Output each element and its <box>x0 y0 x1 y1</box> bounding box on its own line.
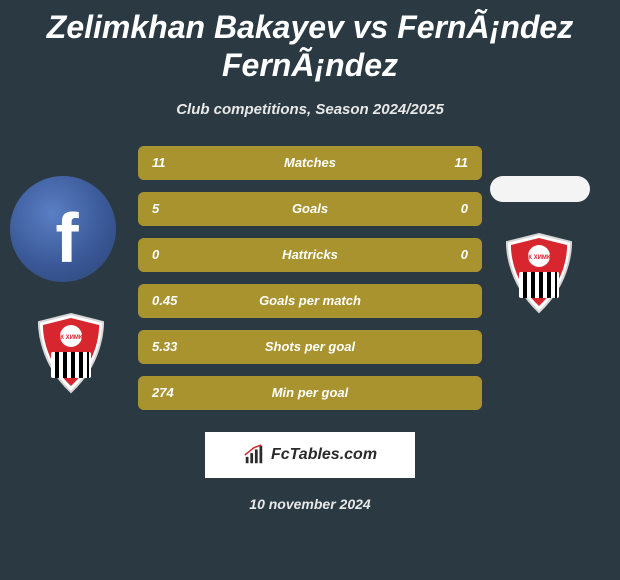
club-badge-left: ФК ХИМКИ <box>28 310 114 396</box>
stat-row: 5 Goals 0 <box>138 192 482 226</box>
player-left-avatar: f <box>10 176 116 282</box>
stat-left-value: 5.33 <box>152 339 177 354</box>
club-badge-right: ФК ХИМКИ <box>496 230 582 316</box>
player-right-pill <box>490 176 590 202</box>
svg-text:ФК ХИМКИ: ФК ХИМКИ <box>523 255 555 261</box>
page-title: Zelimkhan Bakayev vs FernÃ¡ndez FernÃ¡nd… <box>0 0 620 89</box>
shield-icon: ФК ХИМКИ <box>33 312 109 394</box>
stat-row: 5.33 Shots per goal <box>138 330 482 364</box>
stat-label: Hattricks <box>282 247 338 262</box>
stat-row: 274 Min per goal <box>138 376 482 410</box>
stat-label: Goals per match <box>259 293 361 308</box>
stat-row: 0.45 Goals per match <box>138 284 482 318</box>
facebook-icon: f <box>55 198 78 278</box>
footer-brand-box[interactable]: FcTables.com <box>205 432 415 478</box>
stat-label: Min per goal <box>272 385 349 400</box>
stat-label: Goals <box>292 201 328 216</box>
stat-right-value: 11 <box>455 155 469 170</box>
stat-label: Shots per goal <box>265 339 355 354</box>
stat-left-value: 5 <box>152 201 159 216</box>
date-line: 10 november 2024 <box>0 496 620 512</box>
stat-left-value: 0.45 <box>152 293 177 308</box>
stat-left-value: 11 <box>152 155 166 170</box>
stat-right-value: 0 <box>461 247 468 262</box>
stats-container: 11 Matches 11 5 Goals 0 0 Hattricks 0 0.45 Goals p… <box>138 146 482 410</box>
stat-right-value: 0 <box>461 201 468 216</box>
shield-icon: ФК ХИМКИ <box>501 232 577 314</box>
stat-label: Matches <box>284 155 336 170</box>
subtitle: Club competitions, Season 2024/2025 <box>0 101 620 118</box>
chart-icon <box>243 444 265 466</box>
stat-row: 11 Matches 11 <box>138 146 482 180</box>
stat-left-value: 274 <box>152 385 174 400</box>
svg-text:ФК ХИМКИ: ФК ХИМКИ <box>55 335 87 341</box>
stat-left-value: 0 <box>152 247 159 262</box>
stat-row: 0 Hattricks 0 <box>138 238 482 272</box>
footer-brand-text: FcTables.com <box>271 446 377 464</box>
